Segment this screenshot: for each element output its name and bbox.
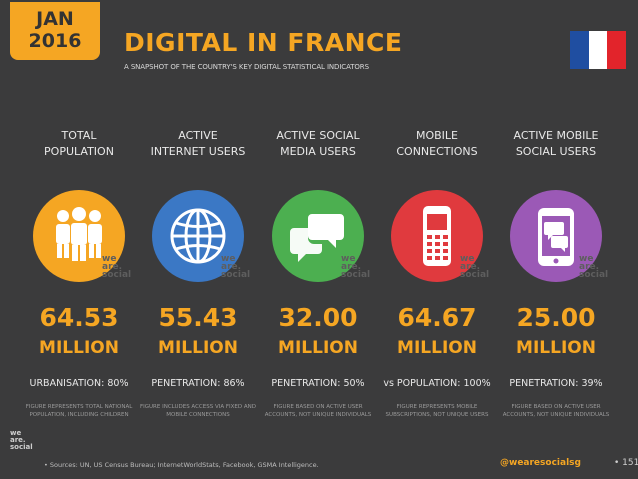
stat-label-line1: ACTIVE	[178, 129, 218, 142]
people-icon	[33, 190, 125, 282]
stat-column-internet: ACTIVE INTERNET USERS we are. social 55.…	[139, 0, 257, 479]
watermark-line3: social	[460, 270, 490, 280]
flag-stripe-white	[588, 31, 608, 69]
stat-unit: MILLION	[39, 338, 119, 358]
stat-label: TOTAL POPULATION	[20, 128, 138, 160]
watermark-line2: are.	[221, 262, 242, 272]
logo-line1: we	[10, 429, 22, 437]
watermark-line3: social	[579, 270, 609, 280]
page-number: • 151	[614, 458, 638, 468]
globe-icon	[152, 190, 244, 282]
stat-column-population: TOTAL POPULATION we are. social 64.53 MI…	[20, 0, 138, 479]
watermark-line2: are.	[579, 262, 600, 272]
stat-label-line1: TOTAL	[61, 129, 97, 142]
stat-value: 32.00	[278, 303, 358, 332]
stat-note: FIGURE BASED ON ACTIVE USER ACCOUNTS, NO…	[502, 404, 610, 418]
stat-note: FIGURE REPRESENTS MOBILE SUBSCRIPTIONS, …	[385, 404, 489, 418]
stat-label-line1: MOBILE	[415, 129, 459, 142]
stat-label-line2: CONNECTIONS	[396, 145, 478, 158]
watermark-line3: social	[341, 270, 371, 280]
stat-note: FIGURE BASED ON ACTIVE USER ACCOUNTS, NO…	[264, 404, 372, 418]
stat-label: MOBILE CONNECTIONS	[378, 128, 496, 160]
stat-metric: vs POPULATION: 100%	[383, 378, 491, 389]
watermark-line3: social	[221, 270, 251, 280]
page-subtitle: A SNAPSHOT OF THE COUNTRY'S KEY DIGITAL …	[124, 63, 369, 71]
date-badge: JAN 2016	[10, 2, 100, 60]
watermark-line1: we	[221, 254, 236, 264]
stat-value: 25.00	[516, 303, 596, 332]
stat-unit: MILLION	[278, 338, 358, 358]
watermark-line1: we	[341, 254, 356, 264]
stat-metric: PENETRATION: 86%	[151, 378, 245, 389]
watermark-logo: we are. social	[341, 254, 371, 280]
twitter-handle: @wearesocialsg	[500, 458, 581, 468]
watermark-line1: we	[102, 254, 117, 264]
chat-bubbles-icon	[272, 190, 364, 282]
stat-column-social: ACTIVE SOCIAL MEDIA USERS we are. social…	[259, 0, 377, 479]
stat-metric: URBANISATION: 80%	[29, 378, 129, 389]
stat-label-line2: SOCIAL USERS	[515, 145, 597, 158]
flag-stripe-red	[607, 31, 627, 69]
watermark-line2: are.	[102, 262, 123, 272]
watermark-logo: we are. social	[460, 254, 490, 280]
stat-value: 64.53	[39, 303, 119, 332]
stat-unit: MILLION	[397, 338, 477, 358]
stat-label-line2: POPULATION	[44, 145, 114, 158]
stat-note: FIGURE REPRESENTS TOTAL NATIONAL POPULAT…	[25, 404, 133, 418]
stat-label-line1: ACTIVE MOBILE	[513, 129, 599, 142]
watermark-line2: are.	[460, 262, 481, 272]
watermark-logo: we are. social	[221, 254, 251, 280]
watermark-line1: we	[460, 254, 475, 264]
stat-unit: MILLION	[158, 338, 238, 358]
flag-stripe-blue	[570, 31, 589, 69]
france-flag-icon	[570, 31, 627, 69]
stat-metric: PENETRATION: 50%	[271, 378, 365, 389]
logo-line3: social	[10, 443, 33, 451]
stat-label-line1: ACTIVE SOCIAL	[276, 129, 360, 142]
watermark-line1: we	[579, 254, 594, 264]
month: JAN	[36, 8, 74, 30]
watermark-logo: we are. social	[579, 254, 609, 280]
watermark-line3: social	[102, 270, 132, 280]
logo-line2: are.	[10, 436, 26, 444]
watermark-line2: are.	[341, 262, 362, 272]
stat-label-line2: MEDIA USERS	[280, 145, 356, 158]
stat-label: ACTIVE MOBILE SOCIAL USERS	[497, 128, 615, 160]
stat-label: ACTIVE INTERNET USERS	[139, 128, 257, 160]
year: 2016	[28, 30, 82, 52]
smartphone-chat-icon	[510, 190, 602, 282]
we-are-social-logo: we are. social	[10, 430, 40, 460]
stat-metric: PENETRATION: 39%	[509, 378, 603, 389]
stat-column-mobile-social: ACTIVE MOBILE SOCIAL USERS we are. socia…	[497, 0, 615, 479]
stat-label: ACTIVE SOCIAL MEDIA USERS	[259, 128, 377, 160]
stat-value: 55.43	[158, 303, 238, 332]
stat-column-mobile: MOBILE CONNECTIONS we are. social 64.67 …	[378, 0, 496, 479]
stat-note: FIGURE INCLUDES ACCESS VIA FIXED AND MOB…	[139, 404, 257, 418]
stat-value: 64.67	[397, 303, 477, 332]
sources-text: • Sources: UN, US Census Bureau; Interne…	[44, 461, 319, 469]
watermark-logo: we are. social	[102, 254, 132, 280]
page-title: DIGITAL IN FRANCE	[124, 28, 403, 57]
stat-label-line2: INTERNET USERS	[150, 145, 246, 158]
mobile-phone-icon	[391, 190, 483, 282]
stat-unit: MILLION	[516, 338, 596, 358]
